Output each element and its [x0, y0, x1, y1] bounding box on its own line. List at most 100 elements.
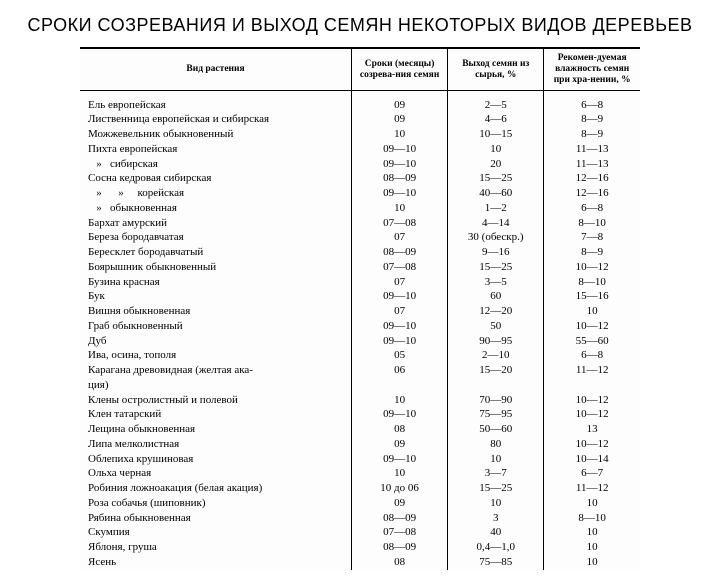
table-row: Клены остролистный и полевой1070—9010—12 [80, 393, 640, 408]
cell-yield: 10 [448, 142, 544, 157]
cell-species: Лещина обыкновенная [80, 423, 352, 438]
cell-months: 05 [352, 349, 448, 364]
cell-months: 07—08 [352, 260, 448, 275]
cell-months: 08—09 [352, 172, 448, 187]
cell-humidity: 11—13 [544, 142, 640, 157]
cell-species: ция) [80, 378, 352, 393]
cell-months: 07 [352, 275, 448, 290]
cell-humidity: 10—14 [544, 452, 640, 467]
cell-humidity: 7—8 [544, 231, 640, 246]
cell-months: 09—10 [352, 408, 448, 423]
cell-months: 07—08 [352, 526, 448, 541]
cell-months: 09—10 [352, 319, 448, 334]
table-row: ция) [80, 378, 640, 393]
cell-months: 09—10 [352, 334, 448, 349]
cell-species: Карагана древовидная (желтая ака- [80, 364, 352, 379]
cell-yield: 40—60 [448, 187, 544, 202]
table-row: Ива, осина, тополя052—106—8 [80, 349, 640, 364]
cell-humidity: 8—10 [544, 511, 640, 526]
cell-humidity: 12—16 [544, 172, 640, 187]
table-row: Бархат амурский07—084—148—10 [80, 216, 640, 231]
cell-months: 10 [352, 128, 448, 143]
seed-table: Вид растения Сроки (месяцы) созрева-ния … [80, 48, 640, 570]
table-row: Пихта европейская09—101011—13 [80, 142, 640, 157]
cell-yield: 90—95 [448, 334, 544, 349]
table-row: Облепиха крушиновая09—101010—14 [80, 452, 640, 467]
cell-species: Можжевельник обыкновенный [80, 128, 352, 143]
table-row: Сосна кедровая сибирская08—0915—2512—16 [80, 172, 640, 187]
cell-species: Роза собачья (шиповник) [80, 496, 352, 511]
cell-humidity: 8—9 [544, 128, 640, 143]
cell-months: 09 [352, 98, 448, 113]
cell-species: Скумпия [80, 526, 352, 541]
cell-humidity: 8—10 [544, 216, 640, 231]
cell-yield: 15—25 [448, 482, 544, 497]
cell-yield: 75—95 [448, 408, 544, 423]
table-row: Робиния ложноакация (белая акация)10 до … [80, 482, 640, 497]
cell-humidity: 55—60 [544, 334, 640, 349]
cell-humidity: 10 [544, 555, 640, 570]
cell-humidity: 6—7 [544, 467, 640, 482]
cell-yield: 4—14 [448, 216, 544, 231]
cell-humidity: 6—8 [544, 201, 640, 216]
cell-species: Бук [80, 290, 352, 305]
cell-humidity: 12—16 [544, 187, 640, 202]
cell-yield: 60 [448, 290, 544, 305]
cell-months: 07 [352, 231, 448, 246]
col-yield: Выход семян из сырья, % [448, 49, 544, 91]
table-row: Ясень0875—8510 [80, 555, 640, 570]
table-row: Скумпия07—084010 [80, 526, 640, 541]
cell-yield: 30 (обескр.) [448, 231, 544, 246]
cell-species: » обыкновенная [80, 201, 352, 216]
cell-months: 07 [352, 305, 448, 320]
table-scan: Вид растения Сроки (месяцы) созрева-ния … [80, 47, 640, 570]
col-humidity: Рекомен-дуемая влажность семян при хра-н… [544, 49, 640, 91]
cell-yield: 80 [448, 437, 544, 452]
cell-species: Лиственница европейская и сибирская [80, 113, 352, 128]
table-row: Ольха черная103—76—7 [80, 467, 640, 482]
table-row: Боярышник обыкновенный07—0815—2510—12 [80, 260, 640, 275]
cell-months: 09—10 [352, 142, 448, 157]
cell-yield: 15—20 [448, 364, 544, 379]
table-row: Ель европейская092—56—8 [80, 98, 640, 113]
header-row: Вид растения Сроки (месяцы) созрева-ния … [80, 49, 640, 91]
cell-yield: 50—60 [448, 423, 544, 438]
cell-yield: 20 [448, 157, 544, 172]
cell-months: 10 [352, 393, 448, 408]
cell-species: Боярышник обыкновенный [80, 260, 352, 275]
cell-yield: 3 [448, 511, 544, 526]
cell-yield: 15—25 [448, 172, 544, 187]
cell-months: 09 [352, 496, 448, 511]
cell-species: » сибирская [80, 157, 352, 172]
cell-months: 06 [352, 364, 448, 379]
table-row: Береза бородавчатая0730 (обескр.)7—8 [80, 231, 640, 246]
table-row: » обыкновенная101—26—8 [80, 201, 640, 216]
cell-humidity: 6—8 [544, 98, 640, 113]
cell-humidity: 10 [544, 305, 640, 320]
cell-humidity: 8—10 [544, 275, 640, 290]
cell-species: Ольха черная [80, 467, 352, 482]
cell-species: Пихта европейская [80, 142, 352, 157]
cell-humidity [544, 378, 640, 393]
page-title: СРОКИ СОЗРЕВАНИЯ И ВЫХОД СЕМЯН НЕКОТОРЫХ… [20, 14, 700, 37]
table-row: Можжевельник обыкновенный1010—158—9 [80, 128, 640, 143]
cell-species: » » корейская [80, 187, 352, 202]
cell-months [352, 378, 448, 393]
table-row: Граб обыкновенный09—105010—12 [80, 319, 640, 334]
cell-yield: 12—20 [448, 305, 544, 320]
table-row: Бересклет бородавчатый08—099—168—9 [80, 246, 640, 261]
table-row: Яблоня, груша08—090,4—1,010 [80, 541, 640, 556]
cell-months: 09—10 [352, 187, 448, 202]
cell-species: Бересклет бородавчатый [80, 246, 352, 261]
cell-humidity: 15—16 [544, 290, 640, 305]
cell-yield: 9—16 [448, 246, 544, 261]
table-row: Лещина обыкновенная0850—6013 [80, 423, 640, 438]
cell-species: Клен татарский [80, 408, 352, 423]
cell-species: Робиния ложноакация (белая акация) [80, 482, 352, 497]
cell-humidity: 6—8 [544, 349, 640, 364]
col-months: Сроки (месяцы) созрева-ния семян [352, 49, 448, 91]
table-row: Липа мелколистная098010—12 [80, 437, 640, 452]
table-row: » сибирская09—102011—13 [80, 157, 640, 172]
table-row: Бук09—106015—16 [80, 290, 640, 305]
table-row: Рябина обыкновенная08—0938—10 [80, 511, 640, 526]
